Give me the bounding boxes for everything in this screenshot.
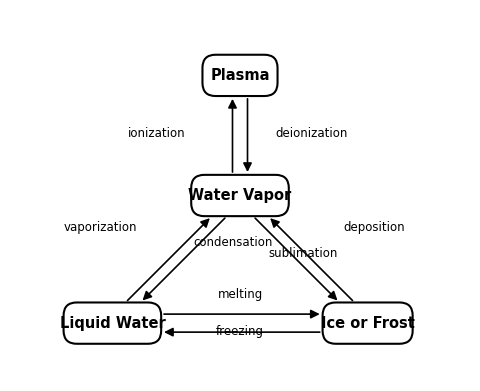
Text: melting: melting — [217, 288, 263, 301]
Text: condensation: condensation — [193, 236, 273, 249]
Text: sublimation: sublimation — [268, 247, 337, 260]
Text: deposition: deposition — [343, 221, 405, 234]
Text: vaporization: vaporization — [63, 221, 137, 234]
FancyBboxPatch shape — [323, 303, 413, 344]
Text: freezing: freezing — [216, 325, 264, 338]
FancyBboxPatch shape — [63, 303, 161, 344]
Text: deionization: deionization — [276, 127, 348, 140]
Text: Water Vapor: Water Vapor — [188, 188, 292, 203]
Text: ionization: ionization — [128, 127, 186, 140]
FancyBboxPatch shape — [203, 55, 277, 96]
Text: Plasma: Plasma — [210, 68, 270, 83]
Text: Ice or Frost: Ice or Frost — [321, 316, 415, 331]
Text: Liquid Water: Liquid Water — [60, 316, 165, 331]
FancyBboxPatch shape — [191, 175, 289, 216]
